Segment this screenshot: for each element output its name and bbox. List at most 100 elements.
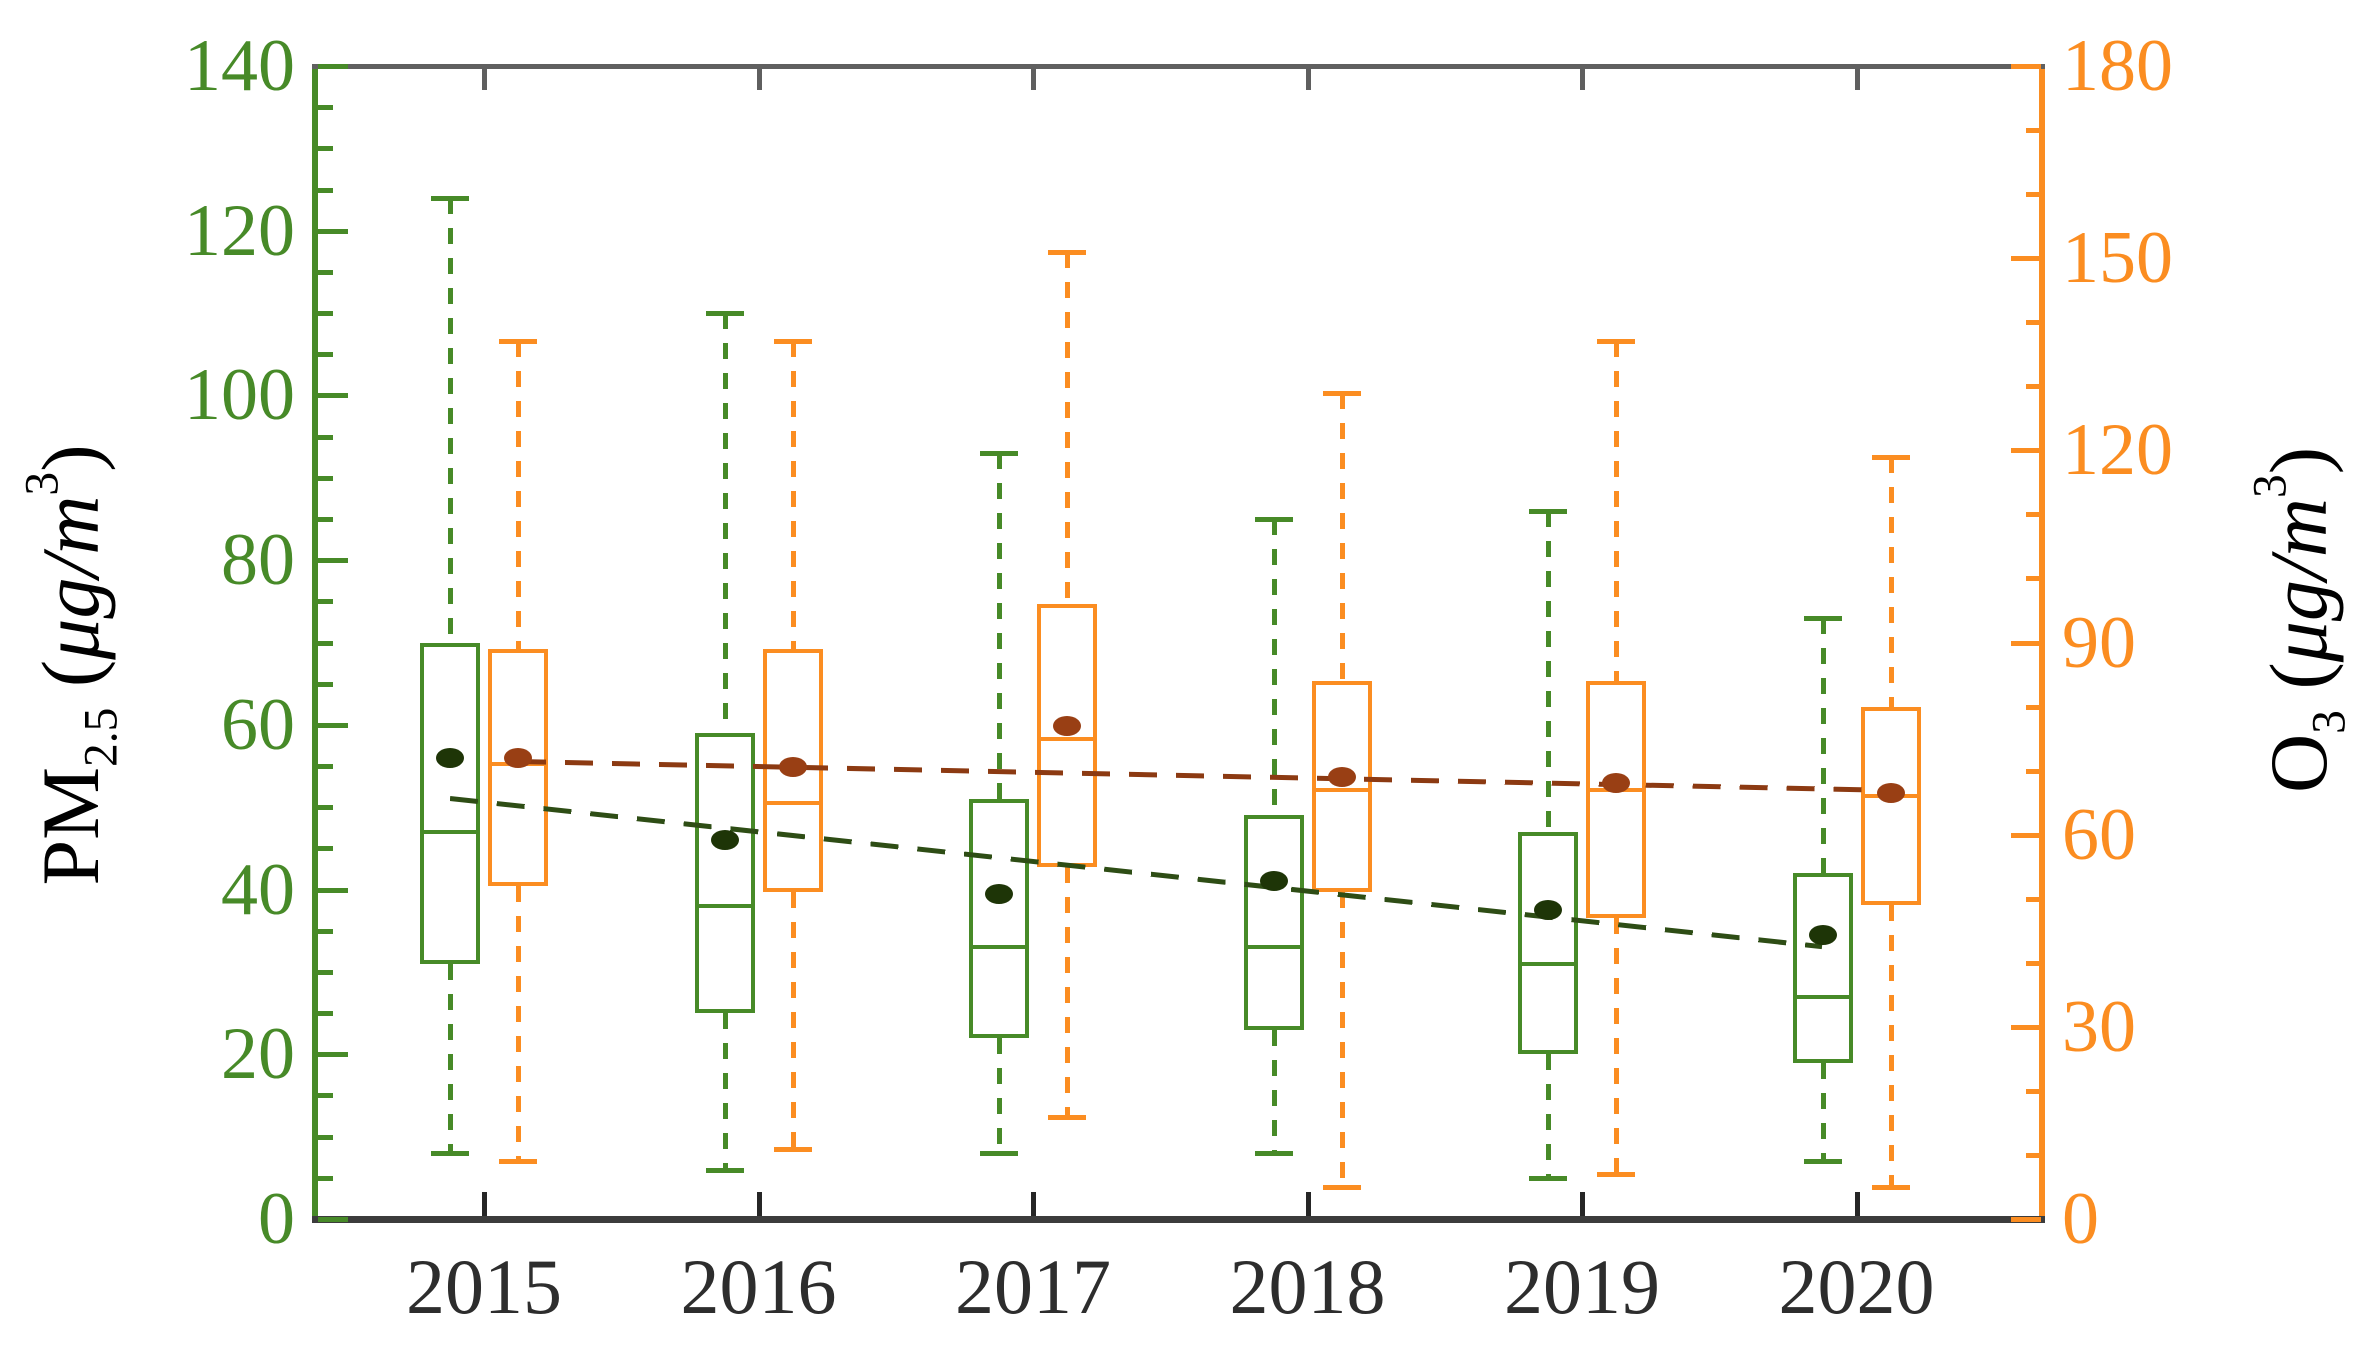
O3-upper-whisker-2018 <box>1339 392 1345 681</box>
y-right-major-tick <box>2011 1024 2041 1030</box>
y-left-minor-tick <box>318 352 333 358</box>
x-top-tick <box>1580 68 1585 90</box>
y-left-major-tick <box>318 64 348 69</box>
PM2.5-upper-cap-2020 <box>1803 615 1842 621</box>
x-year-label: 2020 <box>1778 1243 1935 1330</box>
y-right-minor-tick <box>2026 192 2041 198</box>
y-left-minor-tick <box>318 311 333 317</box>
y-right-major-tick <box>2011 448 2041 454</box>
PM2.5-median-2020 <box>1792 994 1853 999</box>
PM2.5-mean-dot-2017 <box>985 883 1013 904</box>
PM2.5-median-2016 <box>694 904 755 909</box>
y-left-spine <box>312 64 318 1223</box>
O3-lower-whisker-2020 <box>1888 905 1894 1187</box>
O3-box-2016 <box>762 648 823 893</box>
y-left-major-tick <box>318 887 348 893</box>
y-left-minor-tick <box>318 1175 333 1181</box>
O3-box-2019 <box>1586 680 1646 918</box>
y-left-tick-label: 120 <box>184 189 295 272</box>
PM2.5-box-2018 <box>1243 815 1304 1030</box>
O3-lower-cap-2015 <box>499 1159 537 1165</box>
O3-mean-dot-2017 <box>1053 715 1081 736</box>
y-right-minor-tick <box>2026 1152 2041 1158</box>
x-bottom-tick <box>1580 1192 1585 1216</box>
O3-box-2015 <box>488 648 548 886</box>
PM2.5-lower-whisker-2020 <box>1820 1062 1826 1162</box>
O3-lower-whisker-2018 <box>1339 892 1345 1187</box>
PM2.5-lower-cap-2020 <box>1803 1159 1842 1165</box>
y-right-label-sub: 3 <box>2303 710 2356 734</box>
y-left-tick-label: 20 <box>221 1013 295 1096</box>
O3-lower-cap-2016 <box>773 1146 812 1152</box>
y-left-minor-tick <box>318 846 333 852</box>
PM2.5-mean-dot-2018 <box>1259 871 1288 892</box>
y-left-major-tick <box>318 558 348 564</box>
y-right-major-tick <box>2011 64 2041 69</box>
y-right-minor-tick <box>2026 896 2041 902</box>
PM2.5-box-2020 <box>1792 873 1853 1063</box>
O3-upper-cap-2020 <box>1871 454 1910 460</box>
y-left-tick-label: 140 <box>184 25 295 107</box>
PM2.5-lower-whisker-2016 <box>722 1013 728 1170</box>
O3-median-2017 <box>1037 736 1097 741</box>
x-year-label: 2017 <box>955 1243 1111 1330</box>
y-left-minor-tick <box>318 1093 333 1099</box>
y-left-minor-tick <box>318 640 333 646</box>
PM2.5-lower-cap-2019 <box>1529 1175 1567 1181</box>
x-year-label: 2019 <box>1504 1243 1660 1330</box>
y-right-major-tick <box>2011 640 2041 646</box>
PM2.5-lower-whisker-2015 <box>448 963 453 1154</box>
top-spine <box>312 64 2045 69</box>
O3-lower-whisker-2017 <box>1065 866 1070 1117</box>
O3-lower-cap-2018 <box>1322 1184 1361 1190</box>
PM2.5-upper-whisker-2017 <box>997 453 1002 799</box>
y-right-minor-tick <box>2026 960 2041 966</box>
PM2.5-mean-dot-2015 <box>436 747 464 768</box>
O3-upper-whisker-2015 <box>516 341 521 649</box>
x-bottom-tick <box>1305 1192 1311 1216</box>
y-right-minor-tick <box>2026 128 2041 134</box>
PM2.5-mean-dot-2019 <box>1534 900 1562 921</box>
y-left-tick-label: 100 <box>184 354 295 437</box>
O3-upper-cap-2018 <box>1322 390 1361 396</box>
y-left-major-tick <box>318 1217 348 1222</box>
y-left-minor-tick <box>318 146 333 152</box>
x-top-tick <box>1305 68 1311 90</box>
O3-box-2020 <box>1860 706 1921 906</box>
y-left-axis-label: PM2.5 (μg/m3) <box>1 444 144 885</box>
y-right-minor-tick <box>2026 768 2041 774</box>
PM2.5-upper-cap-2017 <box>980 451 1018 457</box>
PM2.5-lower-cap-2017 <box>980 1151 1018 1157</box>
x-year-label: 2016 <box>680 1243 837 1330</box>
O3-upper-cap-2019 <box>1597 339 1635 345</box>
y-right-major-tick <box>2011 1217 2041 1222</box>
y-right-spine <box>2039 64 2045 1223</box>
PM2.5-upper-cap-2018 <box>1254 516 1293 522</box>
y-left-minor-tick <box>318 475 333 481</box>
y-left-major-tick <box>318 722 348 728</box>
y-right-major-tick <box>2011 832 2041 838</box>
O3-lower-whisker-2016 <box>790 892 796 1149</box>
PM2.5-upper-whisker-2018 <box>1271 518 1277 816</box>
PM2.5-lower-whisker-2017 <box>997 1037 1002 1154</box>
y-right-label-base: O <box>2252 733 2344 794</box>
O3-upper-whisker-2019 <box>1614 341 1619 681</box>
PM2.5-median-2015 <box>420 829 480 834</box>
PM2.5-upper-cap-2016 <box>705 311 744 317</box>
x-bottom-tick <box>1854 1192 1860 1216</box>
y-left-minor-tick <box>318 599 333 605</box>
y-left-minor-tick <box>318 105 333 111</box>
PM2.5-upper-whisker-2016 <box>722 313 728 734</box>
O3-upper-whisker-2016 <box>790 341 796 649</box>
PM2.5-lower-whisker-2018 <box>1271 1029 1277 1154</box>
PM2.5-box-2016 <box>694 733 755 1014</box>
y-left-minor-tick <box>318 1011 333 1017</box>
x-top-tick <box>756 68 762 90</box>
y-left-minor-tick <box>318 805 333 811</box>
y-right-tick-label: 0 <box>2062 1178 2099 1260</box>
x-bottom-tick <box>1031 1192 1036 1216</box>
y-right-tick-label: 120 <box>2062 409 2173 492</box>
PM2.5-mean-dot-2016 <box>710 830 739 851</box>
PM2.5-lower-whisker-2019 <box>1546 1054 1551 1178</box>
